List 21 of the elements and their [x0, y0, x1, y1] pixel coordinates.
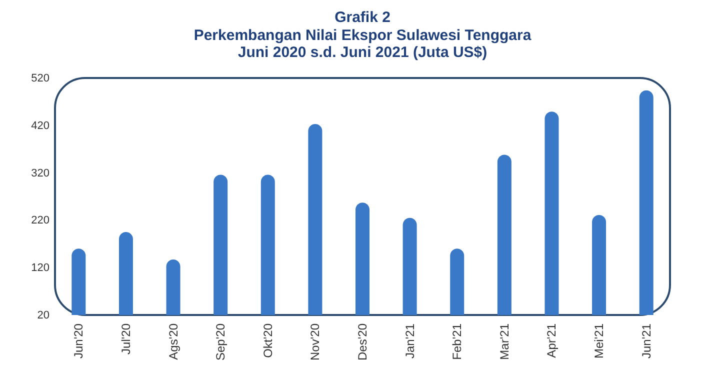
x-tick-label: Jun'20	[72, 323, 86, 358]
x-tick-label: Feb'21	[450, 323, 464, 360]
chart-subtitle: Perkembangan Nilai Ekspor Sulawesi Tenggara Juni 2020 s.d. Juni 2021 (Juta US$)	[194, 27, 532, 61]
x-tick-label: Okt'20	[260, 323, 275, 358]
y-tick-label: 320	[31, 167, 50, 180]
x-tick-label: Sep'20	[214, 323, 228, 360]
x-tick-label: Mar'21	[497, 323, 512, 360]
x-tick-label: Jun'21	[639, 323, 654, 358]
x-tick-label: Ags'20	[166, 323, 180, 360]
x-tick-label: Jul'20	[118, 323, 133, 354]
x-tick-label: Des'20	[356, 323, 370, 360]
x-tick-label: Jan'21	[402, 323, 417, 358]
y-tick-label: 520	[31, 72, 50, 84]
y-tick-label: 220	[31, 214, 50, 227]
x-tick-label: Mei'21	[592, 323, 606, 358]
x-tick-label: Nov'20	[308, 323, 322, 360]
y-tick-label: 120	[31, 262, 50, 274]
chart-title: Grafik 2	[334, 9, 390, 26]
y-tick-label: 420	[31, 120, 50, 132]
x-tick-label: Apr'21	[544, 323, 559, 358]
y-tick-label: 20	[37, 310, 50, 322]
